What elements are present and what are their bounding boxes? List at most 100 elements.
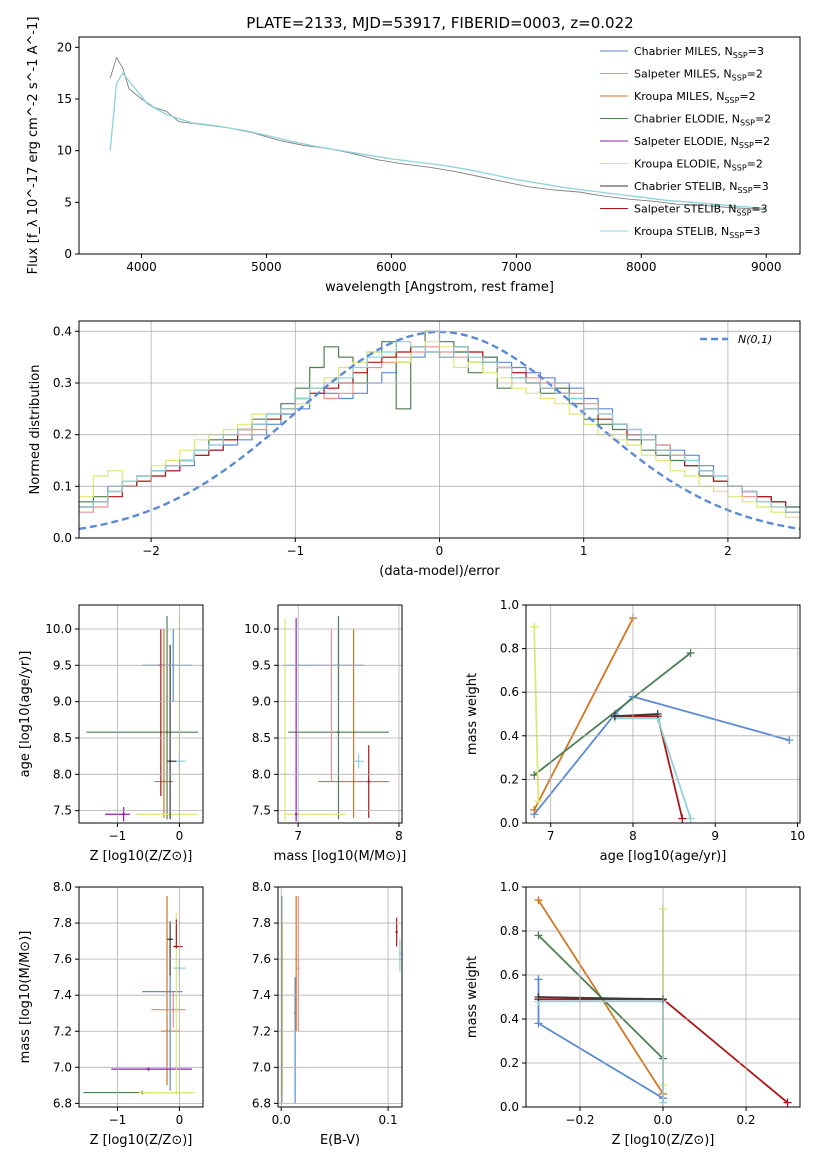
residuals-xlabel: (data-model)/error [379,564,500,579]
mass_vs_age-ytick-label-2: 8.5 [252,731,271,745]
z_vs_weight-line-6 [538,996,664,1001]
z_vs_mass-point-7 [175,945,178,948]
ebv_vs_mass-plot-area [280,896,402,1104]
z_vs_mass-ylabel: mass [log10(M/M⊙)] [18,931,33,1064]
z_vs_weight-xlabel: Z [log10(Z/Z⊙)] [612,1133,715,1148]
residuals-ytick-label-2: 0.2 [53,428,72,442]
legend-label-3: Chabrier ELODIE, NSSP=2 [634,113,771,128]
z_vs_weight-marker-4-2 [783,1098,792,1107]
z_vs_age-point-2 [162,780,166,783]
z_vs_age-xlabel: Z [log10(Z/Z⊙)] [90,849,193,864]
age_vs_weight-marker-6-1 [653,710,662,718]
spectrum-xtick-label-5: 9000 [751,260,782,274]
spectrum-xtick-label-2: 6000 [376,260,407,274]
age_vs_weight-line-6 [614,713,658,718]
z_vs_mass-frame [78,886,204,1108]
z_vs_mass-ytick-label-4: 7.6 [53,952,72,966]
ebv_vs_mass-frame [277,886,403,1108]
z_vs_age-xtick-label-1: 0 [176,829,184,843]
spectrum-ytick-label-1: 5 [64,195,72,209]
z_vs_weight-ytick-label-3: 0.6 [500,968,519,982]
residuals-legend-label: N(0,1) [738,333,772,346]
age_vs_weight-frame [525,604,801,824]
residuals-xtick-label-3: 1 [580,544,588,558]
z_vs_mass-ytick-label-5: 7.8 [53,916,72,930]
z_vs_mass-ytick-label-2: 7.2 [53,1024,72,1038]
mass_vs_age-ytick-label-1: 8.0 [252,767,271,781]
residuals-ytick-label-1: 0.1 [53,479,72,493]
z_vs_weight-ytick-label-1: 0.2 [500,1056,519,1070]
age_vs_weight-marker-5-2 [686,814,695,823]
z_vs_weight-marker-1-0 [534,896,543,905]
age_vs_weight-xlabel: age [log10(age/yr)] [600,849,727,864]
ebv_vs_mass-ytick-label-3: 7.4 [252,988,271,1002]
z_vs_weight-ytick-label-5: 1.0 [500,880,519,894]
spectrum-xtick-label-0: 4000 [126,260,157,274]
residuals-xtick-label-1: −1 [286,544,304,558]
residuals-ytick-label-0: 0.0 [53,531,72,545]
z_vs_age-frame [78,604,204,824]
residuals-xtick-label-2: 0 [436,544,444,558]
z_vs_age-point-6 [168,760,172,763]
z_vs_mass-ytick-label-3: 7.4 [53,988,72,1002]
ebv_vs_mass-ytick-label-4: 7.6 [252,952,271,966]
mass_vs_age-point-4 [294,813,298,816]
z_vs_mass-point-8 [168,938,172,941]
spectrum-ytick-label-4: 20 [57,40,72,54]
spectrum-xlabel: wavelength [Angstrom, rest frame] [325,280,554,295]
legend-label-4: Salpeter ELODIE, NSSP=2 [634,135,770,150]
age_vs_weight-marker-2-1 [686,648,695,657]
z_vs_weight-marker-0-2 [534,1019,543,1028]
z_vs_age-ytick-label-4: 9.5 [53,658,72,672]
z_vs_weight-marker-0-0 [534,975,543,984]
age_vs_weight-line-2 [533,652,692,776]
z_vs_age-point-3 [122,813,125,816]
residuals-ytick-label-4: 0.4 [53,324,72,338]
age_vs_weight-ytick-label-1: 0.2 [500,772,519,786]
ebv_vs_mass-ytick-label-6: 8.0 [252,880,271,894]
mass_vs_age-xlabel: mass [log10(M/M⊙)] [274,849,407,864]
mass_vs_age-ytick-label-4: 9.5 [252,658,271,672]
z_vs_mass-point-1 [172,1008,175,1011]
z_vs_age-ytick-label-1: 8.0 [53,767,72,781]
ebv_vs_mass-ytick-label-5: 7.8 [252,916,271,930]
z_vs_mass-ytick-label-0: 6.8 [53,1096,72,1110]
z_vs_weight-ylabel: mass weight [465,956,480,1038]
legend-label-8: Kroupa STELIB, NSSP=3 [634,225,760,240]
figure-title: PLATE=2133, MJD=53917, FIBERID=0003, z=0… [246,14,633,32]
z_vs_mass-point-0 [168,990,172,993]
age_vs_weight-marker-3-0 [530,622,539,631]
spectrum-xtick-label-3: 7000 [501,260,532,274]
mass_vs_age-point-7 [357,760,360,763]
z_vs_age-ytick-label-5: 10.0 [45,622,72,636]
z_vs_mass-xtick-label-1: 0 [176,1113,184,1127]
z_vs_age-ytick-label-0: 7.5 [53,804,72,818]
age_vs_weight-marker-6-0 [610,712,619,721]
mass_vs_age-frame [277,604,403,824]
residuals-ytick-label-3: 0.3 [53,376,72,390]
mass_vs_age-point-1 [352,780,355,783]
legend-label-0: Chabrier MILES, NSSP=3 [634,45,764,60]
spectrum-ytick-label-0: 0 [64,247,72,261]
age_vs_weight-line-3 [533,626,540,802]
residuals-xtick-label-0: −2 [142,544,160,558]
z_vs_age-ylabel: age [log10(age/yr)] [18,651,33,778]
spectrum-plot-area [109,56,767,211]
z_vs_mass-ytick-label-1: 7.0 [53,1060,72,1074]
ebv_vs_mass-xtick-label-0: 0.0 [272,1113,291,1127]
spectrum-xtick-label-4: 8000 [626,260,657,274]
z_vs_weight-ytick-label-2: 0.4 [500,1012,519,1026]
ebv_vs_mass-ytick-label-1: 7.0 [252,1060,271,1074]
spectrum-frame [78,36,801,255]
legend-label-1: Salpeter MILES, NSSP=2 [634,68,763,83]
residuals-xtick-label-4: 2 [724,544,732,558]
legend-label-7: Salpeter STELIB, NSSP=3 [634,203,768,218]
spectrum-ytick-label-2: 10 [57,144,72,158]
z_vs_weight-marker-2-0 [534,931,543,940]
ebv_vs_mass-ytick-label-0: 6.8 [252,1096,271,1110]
mass_vs_age-point-2 [337,730,340,734]
spectrum-ytick-label-3: 15 [57,92,72,106]
spectrum-model-line [109,72,767,210]
z_vs_mass-xlabel: Z [log10(Z/Z⊙)] [90,1133,193,1148]
